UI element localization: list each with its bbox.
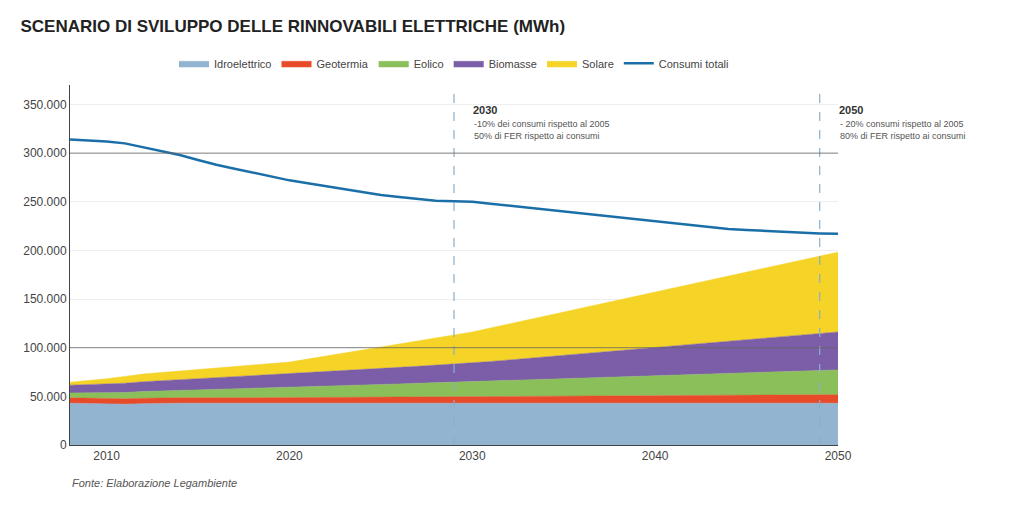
svg-text:Geotermia: Geotermia (316, 58, 368, 70)
svg-text:150.000: 150.000 (23, 292, 67, 306)
svg-text:350.000: 350.000 (23, 98, 67, 112)
svg-text:-10% dei consumi rispetto al 2: -10% dei consumi rispetto al 200550% di … (474, 119, 610, 141)
svg-text:2030: 2030 (473, 104, 497, 116)
svg-text:2030: 2030 (459, 449, 486, 463)
svg-text:Solare: Solare (582, 58, 614, 70)
svg-text:Consumi totali: Consumi totali (659, 58, 729, 70)
svg-text:- 20% consumi rispetto al 2005: - 20% consumi rispetto al 200580% di FER… (840, 119, 966, 141)
svg-text:250.000: 250.000 (23, 195, 67, 209)
svg-text:2050: 2050 (839, 104, 863, 116)
svg-text:2010: 2010 (93, 449, 120, 463)
svg-text:0: 0 (60, 438, 67, 452)
svg-text:200.000: 200.000 (23, 244, 67, 258)
svg-text:300.000: 300.000 (23, 146, 67, 160)
svg-text:50.000: 50.000 (30, 390, 67, 404)
svg-text:Eolico: Eolico (414, 58, 444, 70)
svg-text:2040: 2040 (642, 449, 669, 463)
svg-text:Idroelettrico: Idroelettrico (214, 58, 271, 70)
svg-text:Fonte: Elaborazione Legambient: Fonte: Elaborazione Legambiente (72, 477, 237, 489)
svg-text:SCENARIO DI SVILUPPO DELLE RIN: SCENARIO DI SVILUPPO DELLE RINNOVABILI E… (20, 17, 565, 36)
svg-text:2050: 2050 (825, 449, 852, 463)
svg-text:100.000: 100.000 (23, 341, 67, 355)
svg-text:2020: 2020 (276, 449, 303, 463)
svg-text:Biomasse: Biomasse (489, 58, 537, 70)
